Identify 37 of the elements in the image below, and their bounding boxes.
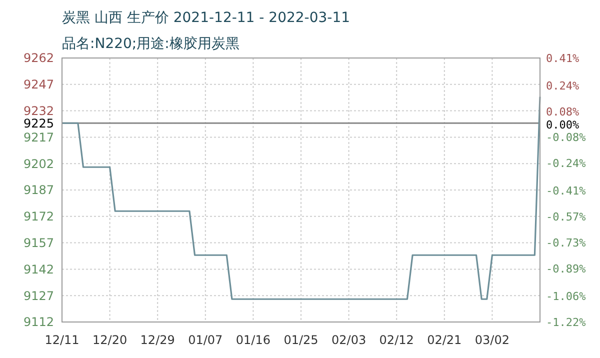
y-tick-label: 9202 — [23, 156, 54, 171]
x-tick-label: 12/29 — [140, 333, 175, 347]
x-tick-label: 01/07 — [188, 333, 223, 347]
y-tick-label: 9247 — [23, 78, 54, 92]
y2-tick-label: -0.89% — [546, 262, 586, 276]
y-tick-label: 9262 — [23, 51, 54, 66]
y-tick-label: 9217 — [23, 130, 54, 144]
y2-tick-label: -0.08% — [546, 131, 586, 144]
x-tick-label: 03/02 — [474, 333, 510, 347]
y-tick-label: 9142 — [23, 262, 54, 276]
y2-tick-label: -0.73% — [546, 236, 586, 250]
x-tick-label: 02/03 — [332, 333, 366, 347]
y-tick-label: 9187 — [23, 183, 54, 198]
y-tick-label: 9157 — [23, 236, 54, 250]
y2-tick-label: 0.24% — [546, 79, 580, 92]
x-tick-label: 12/11 — [44, 333, 80, 347]
line-series — [61, 96, 541, 300]
y-tick-label: 9112 — [23, 315, 54, 330]
y2-tick-label: -1.22% — [546, 316, 586, 329]
y2-tick-label: 0.08% — [546, 105, 580, 118]
y2-tick-label: -0.41% — [546, 184, 586, 198]
y2-tick-label: -0.24% — [546, 157, 586, 170]
y-tick-label: 9127 — [23, 288, 54, 303]
x-tick-label: 01/16 — [236, 333, 270, 347]
y2-tick-label: -0.57% — [546, 210, 586, 224]
x-tick-label: 01/25 — [284, 333, 318, 347]
y-tick-label: 9225 — [23, 116, 54, 130]
x-tick-label: 02/21 — [427, 333, 462, 347]
chart-title: 炭黑 山西 生产价 2021-12-11 - 2022-03-11 — [62, 10, 350, 26]
y2-tick-label: 0.41% — [546, 52, 580, 65]
y-tick-label: 9172 — [23, 210, 54, 224]
chart-subtitle: 品名:N220;用途:橡胶用炭黑 — [62, 36, 240, 52]
y2-tick-label: -1.06% — [546, 290, 586, 303]
y-tick-label: 9232 — [23, 104, 54, 118]
y2-tick-label: 0.00% — [546, 118, 580, 132]
x-tick-label: 02/12 — [379, 333, 414, 347]
x-tick-label: 12/20 — [92, 333, 128, 347]
